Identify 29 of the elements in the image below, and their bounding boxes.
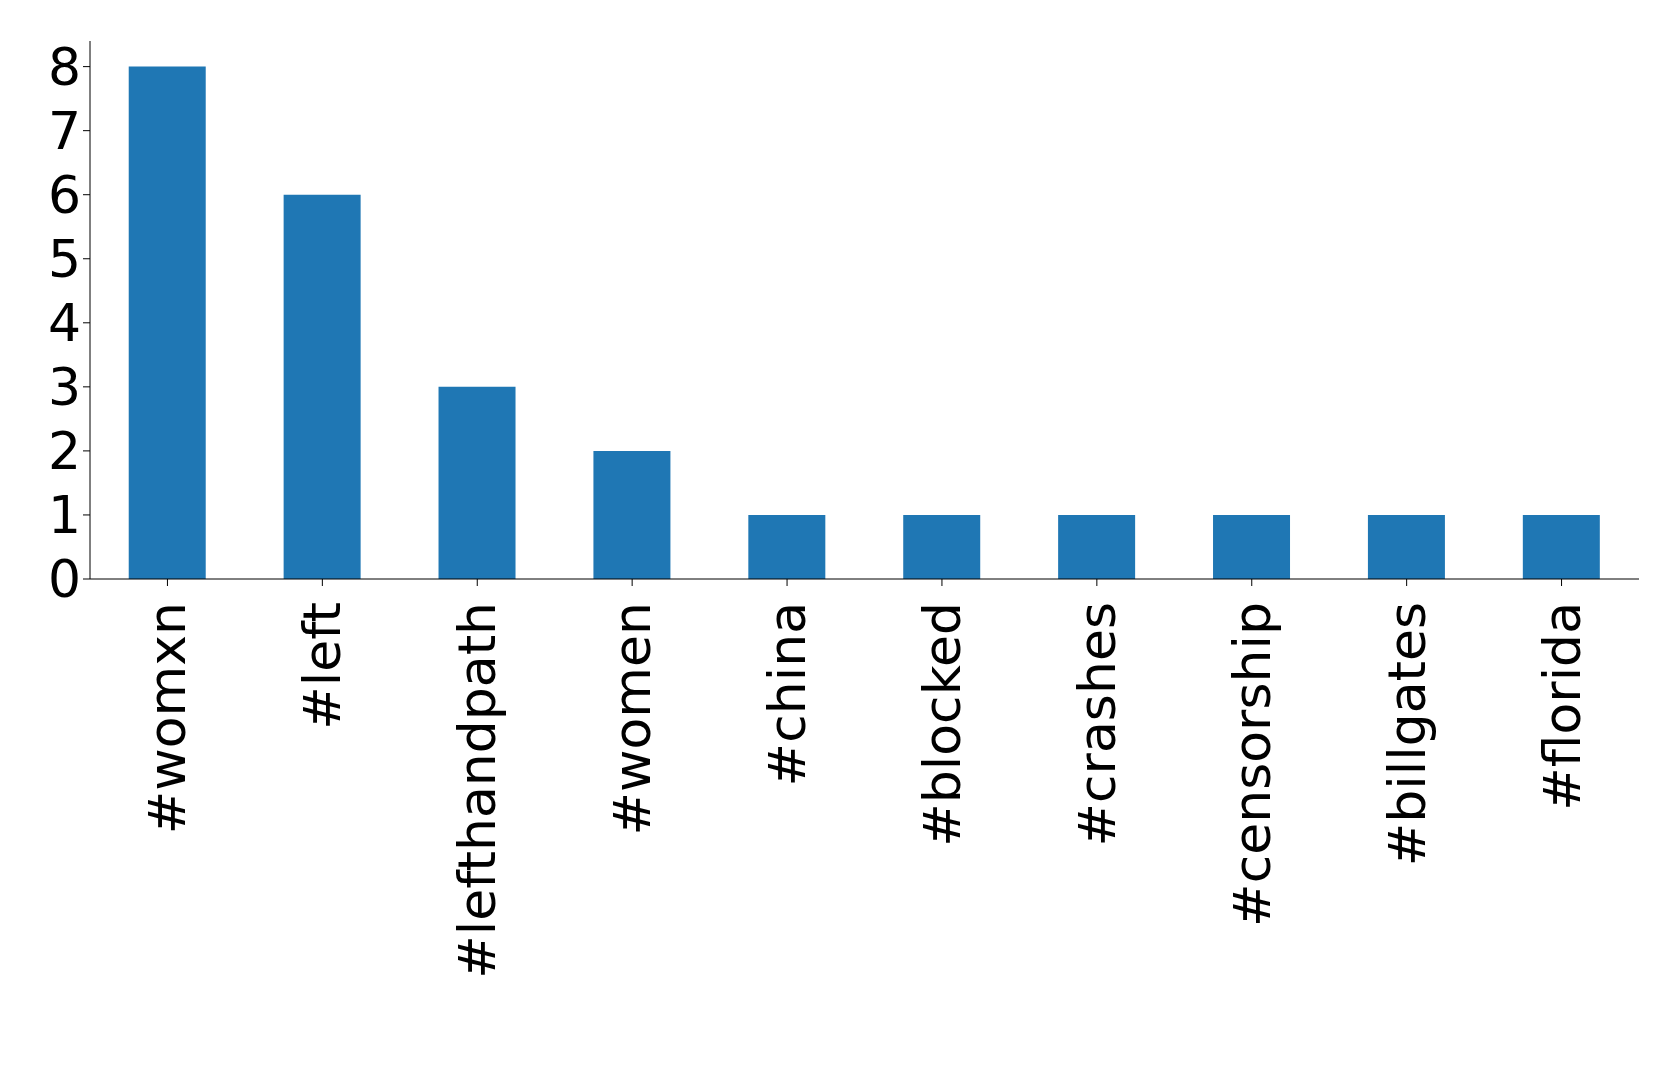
bar	[128, 66, 206, 579]
bar	[593, 450, 671, 579]
bar	[1522, 514, 1600, 579]
y-tick-label: 4	[47, 293, 81, 354]
bar	[438, 386, 516, 579]
bar	[748, 514, 826, 579]
x-tick-label: #womxn	[137, 602, 198, 835]
bar	[903, 514, 981, 579]
bar	[283, 194, 361, 579]
bar	[1367, 514, 1445, 579]
x-tick-label: #china	[757, 602, 818, 787]
x-tick-label: #blocked	[911, 602, 972, 847]
x-tick-label: #billgates	[1376, 602, 1437, 867]
x-tick-label: #women	[602, 602, 663, 836]
x-tick-label: #crashes	[1066, 602, 1127, 847]
x-tick-label: #lefthandpath	[447, 602, 508, 979]
bar	[1213, 514, 1291, 579]
y-tick-label: 6	[47, 165, 81, 226]
x-tick-label: #censorship	[1221, 602, 1282, 927]
y-tick-label: 8	[47, 37, 81, 98]
y-tick-label: 5	[47, 229, 81, 290]
y-tick-label: 0	[47, 549, 81, 610]
x-tick-label: #left	[292, 602, 353, 730]
bar	[1058, 514, 1136, 579]
y-tick-label: 7	[47, 101, 81, 162]
y-tick-label: 2	[47, 421, 81, 482]
y-tick-label: 3	[47, 357, 81, 418]
y-tick-label: 1	[47, 485, 81, 546]
x-tick-label: #florida	[1531, 602, 1592, 811]
